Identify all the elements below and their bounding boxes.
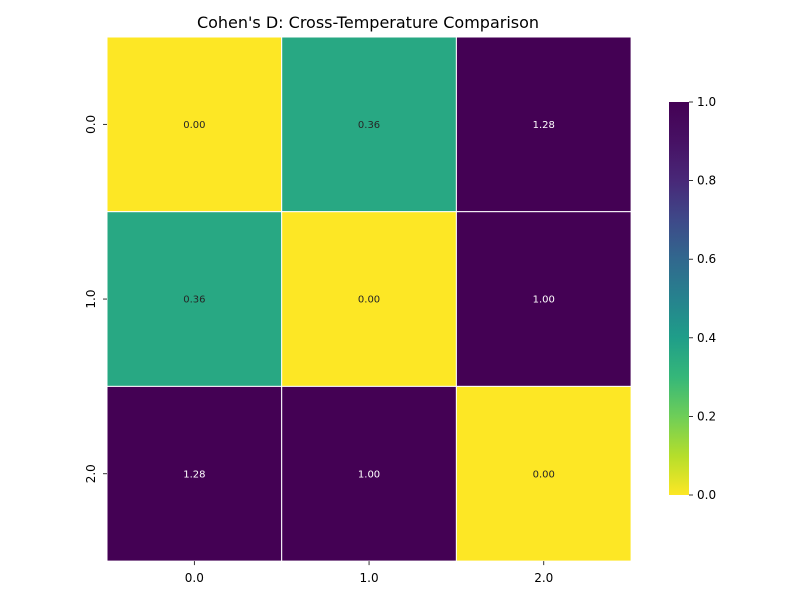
heatmap-cell-1-1: [281, 211, 457, 387]
colorbar-tick-label: 1.0: [697, 95, 716, 109]
heatmap-cell-0-2: [455, 36, 632, 213]
heatmap-cell-2-0: [106, 385, 283, 562]
colorbar-ticks: 0.0 0.2 0.4 0.6 0.8 1.0: [689, 95, 716, 502]
cell-value-label: 0.36: [358, 120, 380, 131]
heatmap-cells: 0.00 0.36 1.28 0.36 0.00 1.00 1.28 1.00 0.00: [106, 36, 632, 562]
cell-value-label: 0.00: [358, 295, 380, 306]
y-axis: 0.0 1.0 2.0: [84, 115, 107, 483]
cell-value-label: 1.00: [533, 295, 555, 306]
x-tick-label: 0.0: [185, 571, 204, 585]
heatmap-cell-2-1: [281, 385, 457, 562]
x-axis: 0.0 1.0 2.0: [185, 561, 553, 585]
heatmap-cell-1-0: [106, 211, 283, 387]
heatmap-cell-0-0: [106, 36, 283, 213]
cell-value-label: 1.28: [533, 120, 555, 131]
heatmap-cell-1-2: [455, 211, 632, 387]
cell-value-label: 0.00: [183, 120, 205, 131]
colorbar: 0.0 0.2 0.4 0.6 0.8 1.0: [669, 95, 716, 502]
cell-value-label: 1.28: [183, 469, 205, 480]
chart-title: Cohen's D: Cross-Temperature Comparison: [197, 13, 539, 32]
cell-value-label: 0.36: [183, 295, 205, 306]
x-tick-label: 1.0: [360, 571, 379, 585]
colorbar-gradient: [669, 102, 689, 495]
x-tick-label: 2.0: [534, 571, 553, 585]
colorbar-tick-label: 0.2: [697, 409, 716, 423]
colorbar-tick-label: 0.6: [697, 252, 716, 266]
colorbar-tick-label: 0.0: [697, 488, 716, 502]
y-tick-label: 2.0: [84, 464, 98, 483]
cell-value-label: 1.00: [358, 469, 380, 480]
y-tick-label: 0.0: [84, 115, 98, 134]
colorbar-tick-label: 0.8: [697, 174, 716, 188]
cell-value-label: 0.00: [533, 469, 555, 480]
heatmap-cell-0-1: [281, 36, 457, 213]
y-tick-label: 1.0: [84, 290, 98, 309]
colorbar-tick-label: 0.4: [697, 331, 716, 345]
